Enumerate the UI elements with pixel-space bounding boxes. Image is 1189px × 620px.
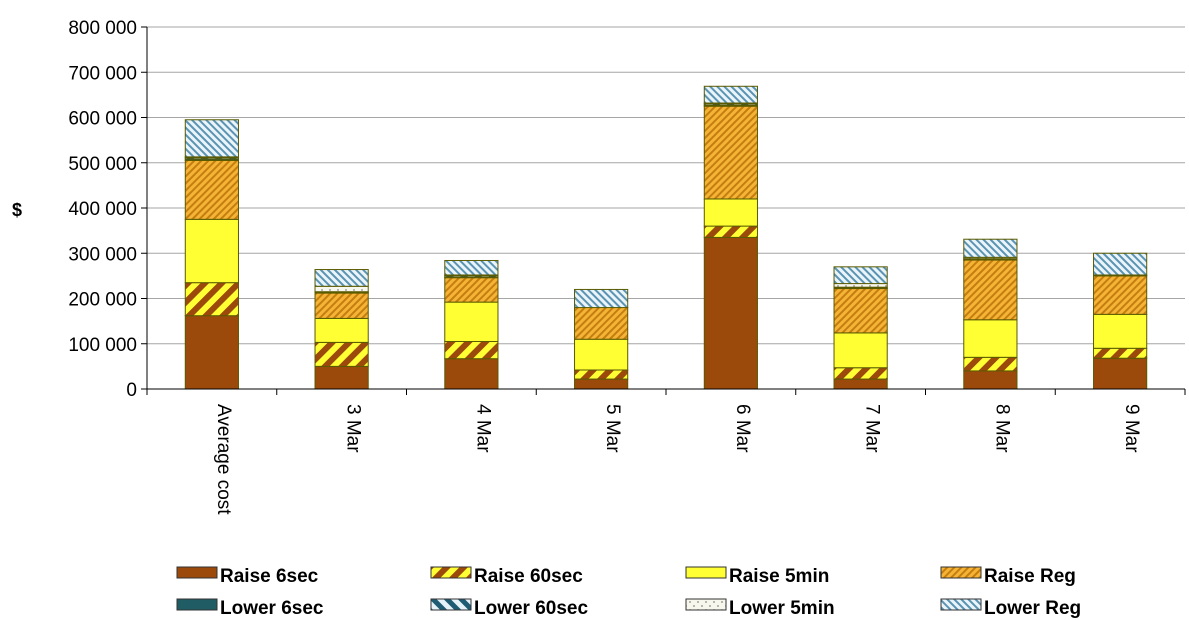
y-tick-label: 100 000 <box>68 335 137 356</box>
bar-segment-raise-60sec <box>574 369 629 380</box>
legend-swatch <box>430 598 472 611</box>
bar-segment-raise-6sec <box>1093 357 1148 390</box>
y-tick-label: 500 000 <box>68 154 137 175</box>
bar-segment-raise-6sec <box>574 378 629 390</box>
bar-segment-lower-reg <box>314 269 369 287</box>
bar-segment-lower-reg <box>963 238 1018 258</box>
x-tick-label: 8 Mar <box>991 404 1012 453</box>
y-tick-label: 0 <box>126 380 137 401</box>
legend-label: Lower Reg <box>984 598 1081 619</box>
legend-item-raise-5min: Raise 5min <box>685 566 829 587</box>
bar-segment-lower-reg <box>1093 252 1148 276</box>
x-tick-label: 9 Mar <box>1121 404 1142 453</box>
bar-segment-raise-5min <box>1093 313 1148 349</box>
legend-swatch <box>685 566 727 579</box>
x-tick-label: 4 Mar <box>472 404 493 453</box>
y-tick-label: 200 000 <box>68 290 137 311</box>
bar-segment-lower-reg <box>833 266 888 285</box>
bar-segment-raise-60sec <box>184 282 239 317</box>
bar-segment-raise-reg <box>1093 275 1148 315</box>
legend-swatch <box>940 598 982 611</box>
legend-label: Lower 5min <box>729 598 835 619</box>
y-tick-label: 300 000 <box>68 244 137 265</box>
bar-segment-raise-5min <box>833 332 888 369</box>
bar-segment-raise-6sec <box>444 358 499 390</box>
axes: 0 100 000 200 000 300 000 400 000 500 000 600 … <box>68 18 1186 515</box>
legend-item-lower-5min: Lower 5min <box>685 598 835 619</box>
x-tick-label: 5 Mar <box>602 404 623 453</box>
bar-segment-raise-reg <box>703 105 758 200</box>
legend-label: Lower 60sec <box>474 598 588 619</box>
bar-segment-lower-reg <box>703 85 758 104</box>
bar-segment-raise-5min <box>314 317 369 343</box>
legend-label: Raise 5min <box>729 566 829 587</box>
bar-segment-raise-reg <box>444 277 499 303</box>
legend-item-raise-6sec: Raise 6sec <box>176 566 319 587</box>
bar-segment-raise-6sec <box>314 365 369 390</box>
bar-segment-lower-reg <box>574 288 629 309</box>
legend-label: Raise 60sec <box>474 566 583 587</box>
bar-segment-raise-6sec <box>963 370 1018 390</box>
legend-label: Raise Reg <box>984 566 1076 587</box>
bar-segment-raise-reg <box>833 288 888 334</box>
legend-item-lower-reg: Lower Reg <box>940 598 1081 619</box>
bar-segment-raise-5min <box>184 218 239 284</box>
legend-item-raise-60sec: Raise 60sec <box>430 566 583 587</box>
legend-swatch <box>940 566 982 579</box>
bar-segment-raise-6sec <box>184 315 239 390</box>
legend-swatch <box>176 598 218 611</box>
bar-segment-raise-6sec <box>703 236 758 390</box>
bar-segment-raise-5min <box>703 198 758 227</box>
x-tick-label: 3 Mar <box>343 404 364 453</box>
bar-segment-lower-5min <box>314 285 369 293</box>
legend-label: Lower 6sec <box>220 598 324 619</box>
bars <box>184 85 1148 390</box>
y-tick-label: 400 000 <box>68 199 137 220</box>
legend: Raise 6sec Raise 60sec Raise 5min Raise Reg… <box>176 566 1081 619</box>
y-tick-label: 700 000 <box>68 63 137 84</box>
bar-segment-raise-60sec <box>703 225 758 238</box>
bar-segment-raise-reg <box>184 159 239 220</box>
legend-item-raise-reg: Raise Reg <box>940 566 1076 587</box>
x-tick-label: 7 Mar <box>862 404 883 453</box>
gridlines <box>147 26 1185 345</box>
bar-segment-raise-60sec <box>833 367 888 380</box>
legend-swatch <box>430 566 472 579</box>
bar-segment-raise-reg <box>574 307 629 340</box>
legend-item-lower-6sec: Lower 6sec <box>176 598 324 619</box>
bar-segment-raise-6sec <box>833 378 888 390</box>
bar-segment-lower-reg <box>184 119 239 158</box>
bar-segment-raise-reg <box>963 259 1018 321</box>
y-tick-label: 600 000 <box>68 109 137 130</box>
y-tick-label: 800 000 <box>68 18 137 39</box>
legend-item-lower-60sec: Lower 60sec <box>430 598 588 619</box>
legend-swatch <box>176 566 218 579</box>
y-axis-title: $ <box>12 200 22 220</box>
x-tick-label: 6 Mar <box>732 404 753 453</box>
bar-segment-raise-reg <box>314 292 369 319</box>
legend-label: Raise 6sec <box>220 566 319 587</box>
bar-segment-raise-60sec <box>314 341 369 367</box>
bar-segment-lower-reg <box>444 259 499 276</box>
bar-segment-raise-60sec <box>444 340 499 360</box>
x-tick-label: Average cost <box>213 404 234 515</box>
bar-segment-raise-60sec <box>963 356 1018 372</box>
bar-segment-lower-5min <box>833 283 888 288</box>
bar-segment-raise-5min <box>574 338 629 371</box>
bar-segment-raise-60sec <box>1093 347 1148 359</box>
bar-segment-raise-5min <box>963 319 1018 358</box>
bar-segment-raise-5min <box>444 301 499 342</box>
legend-swatch <box>685 598 727 611</box>
